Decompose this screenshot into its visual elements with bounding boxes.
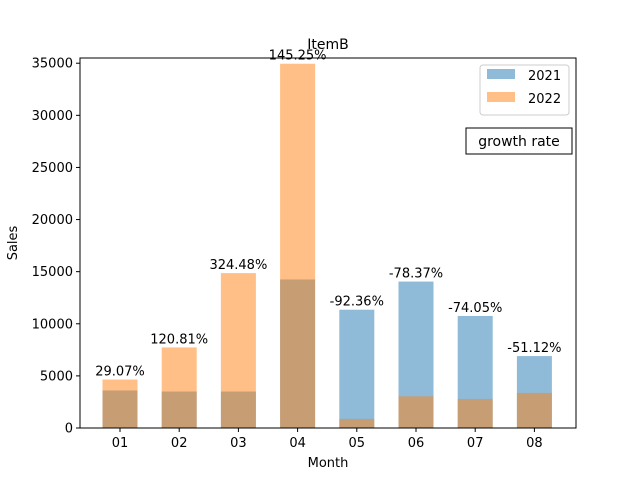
annotation-text: growth rate: [478, 134, 560, 150]
legend-label-2022: 2022: [528, 92, 561, 107]
bar-2022-07: [457, 398, 493, 428]
legend-swatch-2021: [487, 69, 515, 79]
bar-2022-02: [161, 347, 197, 428]
y-axis-ticks: 0 5000 10000 15000 20000 25000 30000 35000: [32, 57, 80, 437]
y-tick-label: 20000: [32, 213, 73, 228]
x-axis-label: Month: [308, 456, 349, 471]
bar-2022-01: [102, 379, 138, 428]
y-tick-label: 30000: [32, 109, 73, 124]
data-label-02: 120.81%: [150, 332, 208, 347]
chart-title: ItemB: [307, 37, 348, 53]
y-tick-label: 25000: [32, 161, 73, 176]
annotation-box: [465, 127, 573, 155]
y-tick-label: 15000: [32, 265, 73, 280]
x-tick-label: 07: [467, 436, 484, 451]
legend: 2021 2022: [479, 64, 570, 116]
data-label-08: -51.12%: [507, 341, 561, 356]
x-tick-label: 04: [289, 436, 306, 451]
y-axis-label: Sales: [6, 225, 21, 260]
bars-group: [102, 63, 552, 429]
x-tick-label: 08: [526, 436, 543, 451]
data-label-05: -92.36%: [330, 295, 384, 310]
x-tick-label: 01: [112, 436, 129, 451]
bar-2022-05: [339, 418, 375, 428]
x-axis-ticks: 01 02 03 04 05 06 07 08: [112, 428, 543, 451]
y-tick-label: 10000: [32, 317, 73, 332]
plot-frame: [79, 57, 577, 429]
bar-2022-06: [398, 396, 434, 428]
bar-2022-08: [516, 392, 552, 428]
data-label-01: 29.07%: [95, 365, 145, 380]
growth-rate-annotation: growth rate: [465, 127, 573, 155]
y-tick-label: 0: [65, 422, 73, 437]
y-tick-label: 35000: [32, 57, 73, 72]
data-label-04: 145.25%: [269, 49, 327, 64]
data-label-07: -74.05%: [448, 301, 502, 316]
bar-2021-05: [339, 309, 375, 428]
legend-label-2021: 2021: [528, 69, 561, 84]
legend-swatch-2022: [487, 92, 515, 102]
bar-2022-03: [220, 273, 256, 428]
x-tick-label: 03: [230, 436, 247, 451]
data-label-03: 324.48%: [209, 258, 267, 273]
data-labels-group: 29.07% 120.81% 324.48% 145.25% -92.36% -78.37…: [95, 49, 561, 380]
x-tick-label: 06: [408, 436, 425, 451]
y-tick-label: 5000: [40, 369, 73, 384]
data-label-06: -78.37%: [389, 267, 443, 282]
bar-2022-04: [280, 63, 316, 429]
x-tick-label: 02: [171, 436, 188, 451]
x-tick-label: 05: [349, 436, 366, 451]
